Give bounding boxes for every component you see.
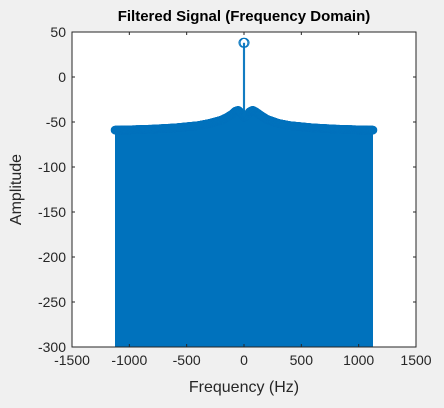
x-tick-label: 0 [240, 352, 248, 368]
y-tick-label: 50 [50, 24, 66, 40]
y-tick-label: -200 [38, 249, 66, 265]
x-tick-label: 500 [290, 352, 314, 368]
x-tick-label: -500 [173, 352, 201, 368]
y-tick-label: -250 [38, 294, 66, 310]
y-tick-label: -100 [38, 159, 66, 175]
y-axis-label: Amplitude [8, 154, 25, 225]
peak-marker [239, 37, 250, 48]
y-tick-label: -50 [46, 114, 66, 130]
stem-lines [115, 110, 373, 347]
x-tick-label: 1000 [343, 352, 374, 368]
y-tick-label: -300 [38, 339, 66, 355]
x-tick-label: -1000 [111, 352, 147, 368]
x-tick-label: -1500 [54, 352, 90, 368]
x-axis-label: Frequency (Hz) [189, 379, 299, 396]
x-tick-label: 1500 [400, 352, 431, 368]
y-tick-label: -150 [38, 204, 66, 220]
stem-marker [368, 125, 378, 135]
axis-ticks: -1500 -1000 -500 0 500 1000 1500500-50-100-150… [38, 24, 432, 368]
y-tick-label: 0 [58, 69, 66, 85]
chart-title: Filtered Signal (Frequency Domain) [118, 8, 371, 25]
stem-series [110, 37, 378, 347]
